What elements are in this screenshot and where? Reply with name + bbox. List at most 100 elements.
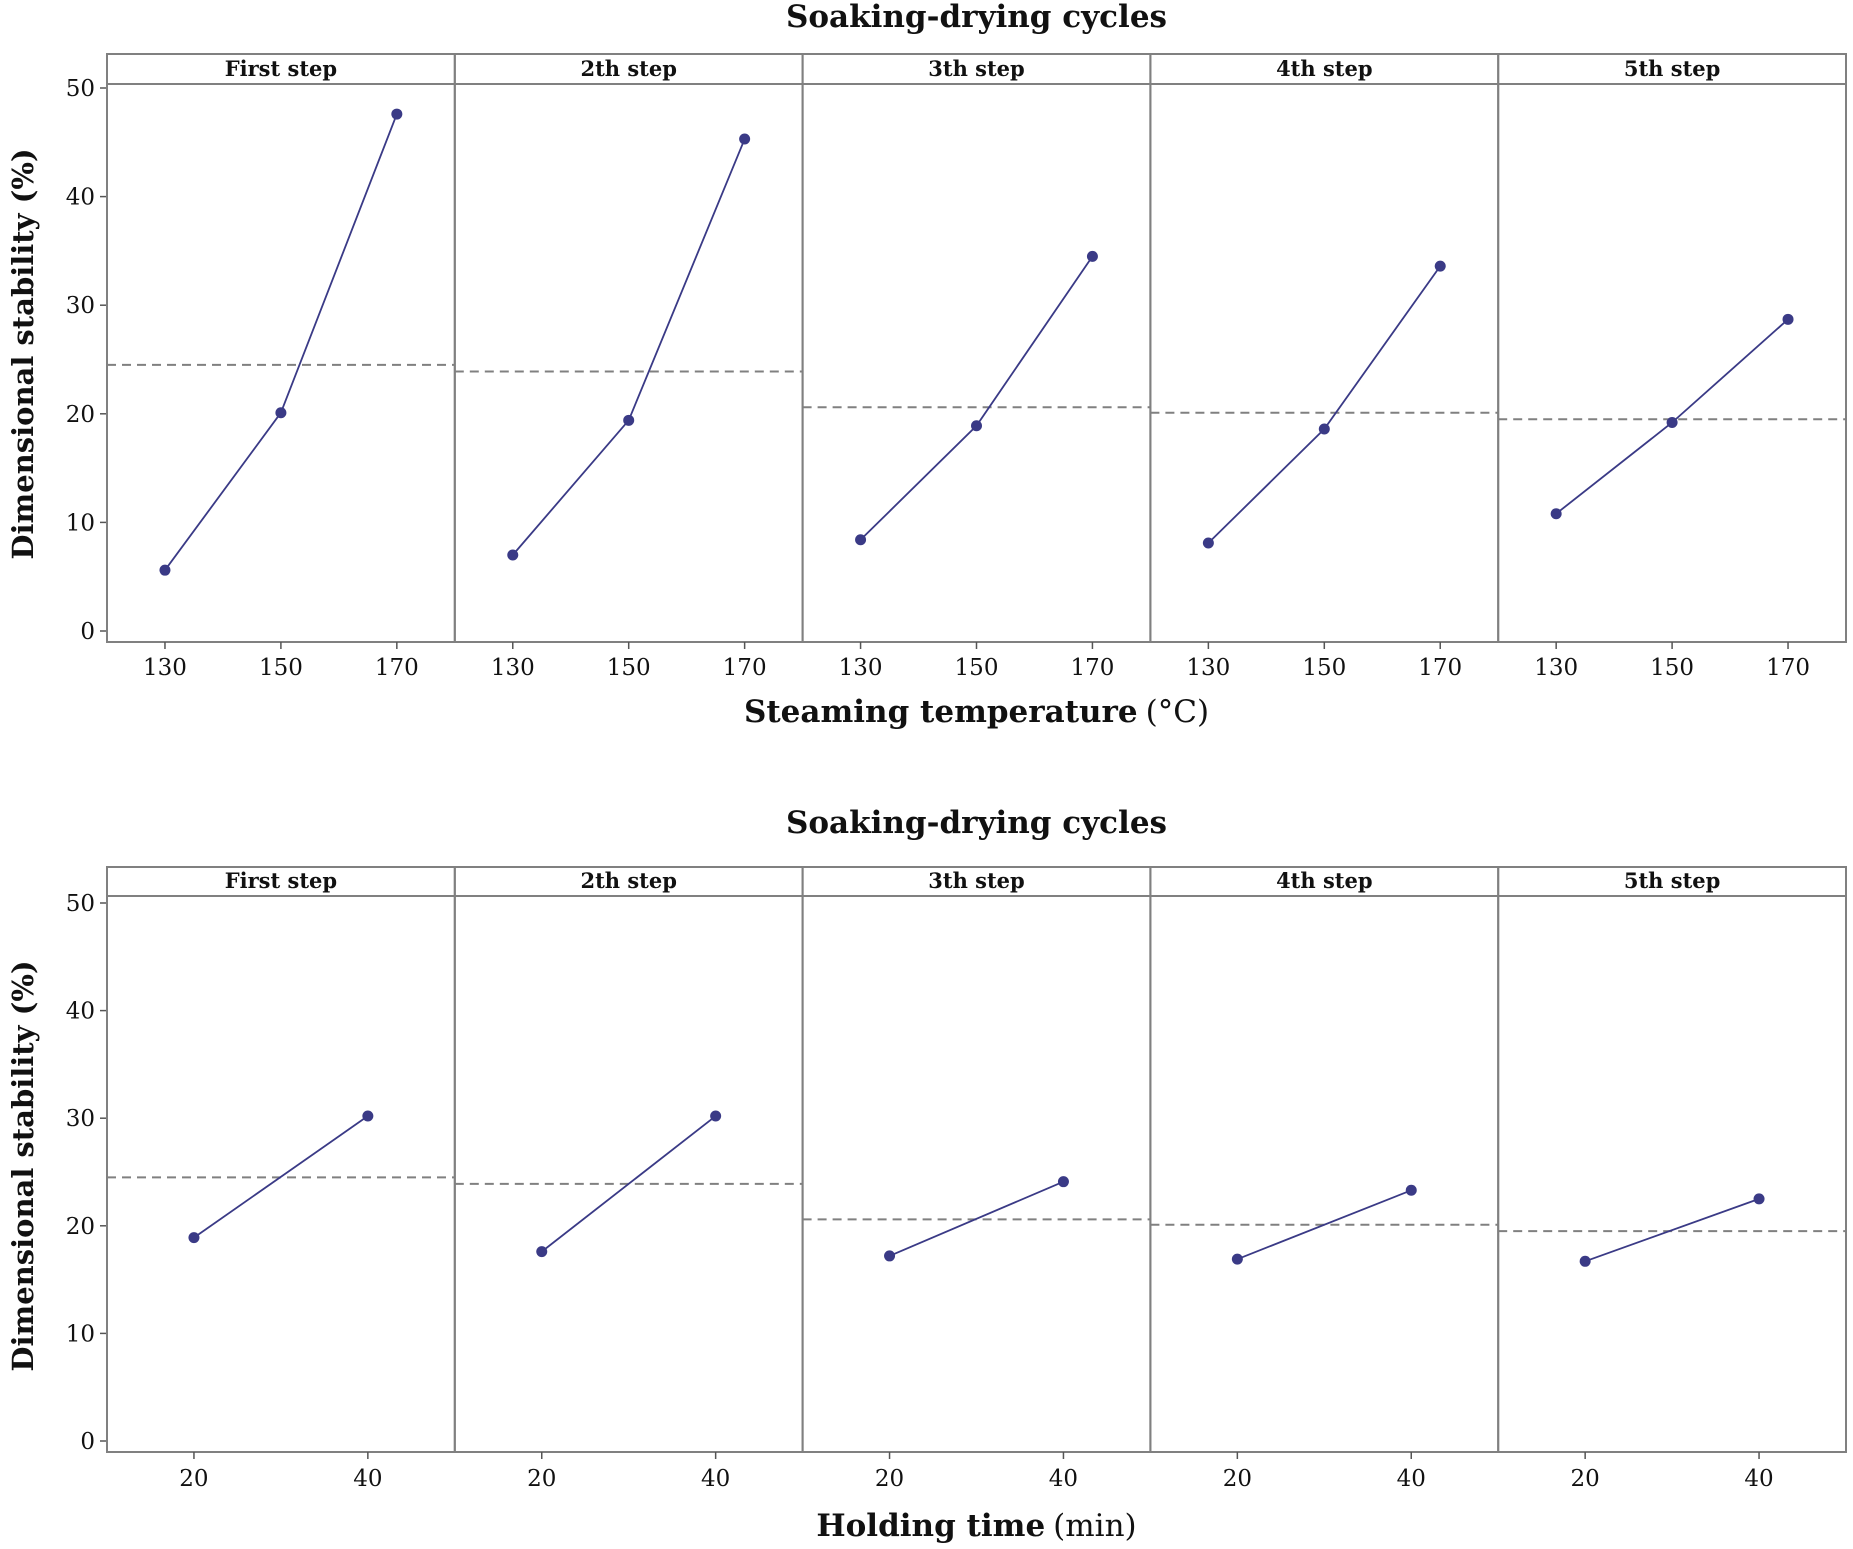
x-tick-label: 20	[1223, 1466, 1252, 1492]
panel-label: 4th step	[1276, 868, 1372, 893]
data-point	[1782, 313, 1794, 325]
data-point	[1753, 1193, 1765, 1205]
panel-label: 2th step	[580, 56, 676, 81]
y-tick-label: 0	[80, 619, 95, 645]
data-point	[536, 1246, 548, 1258]
data-point	[1550, 508, 1562, 520]
panel-frame	[1497, 53, 1847, 643]
data-point	[362, 1110, 374, 1122]
series-line	[193, 1115, 369, 1239]
x-tick-label: 170	[1070, 655, 1114, 681]
x-tick-label: 170	[1418, 655, 1462, 681]
panel-label: 5th step	[1624, 868, 1720, 893]
series-line	[1584, 1198, 1760, 1263]
x-tick-label: 130	[1534, 655, 1578, 681]
x-tick-label: 170	[1766, 655, 1810, 681]
y-tick-label: 0	[80, 1429, 95, 1455]
data-point	[971, 420, 982, 432]
data-point	[391, 108, 403, 120]
data-point	[1405, 1184, 1417, 1196]
data-point	[1231, 1253, 1243, 1265]
panel-1: First step 130 150 170	[106, 53, 456, 681]
y-tick-label: 50	[66, 891, 95, 917]
data-point	[188, 1232, 200, 1244]
x-tick-label: 150	[607, 655, 651, 681]
y-tick-label: 40	[66, 185, 95, 211]
chart-1: Soaking-drying cycles 0 10 20 30 40 50 Dimensio…	[6, 0, 1847, 730]
data-point	[710, 1110, 722, 1122]
panel-frame	[801, 866, 1152, 1453]
panel-frame	[453, 866, 804, 1453]
x-tick-label: 150	[1302, 655, 1346, 681]
panel-2: 2th step 130 150 170	[453, 53, 804, 681]
panel-label: 3th step	[928, 868, 1024, 893]
x-tick-label: 40	[701, 1466, 730, 1492]
data-point	[855, 534, 867, 546]
panel-label: First step	[225, 868, 337, 893]
chart-title: Soaking-drying cycles	[786, 0, 1167, 35]
data-point	[739, 133, 751, 145]
series-line	[512, 138, 746, 556]
x-axis-title-unit: (°C)	[1146, 694, 1209, 730]
panel-label: 2th step	[580, 868, 676, 893]
panel-4: 4th step 20 40	[1149, 866, 1500, 1492]
x-tick-label: 150	[1650, 655, 1694, 681]
y-tick-label: 10	[66, 1321, 95, 1347]
x-tick-label: 20	[875, 1466, 904, 1492]
panel-frame	[1149, 53, 1500, 643]
x-tick-label: 40	[1744, 1466, 1773, 1492]
data-point	[1579, 1255, 1591, 1267]
x-tick-label: 130	[839, 655, 883, 681]
series-line	[889, 1180, 1064, 1257]
x-axis-title-text: Steaming temperature	[744, 694, 1138, 730]
x-tick-label: 150	[955, 655, 999, 681]
panel-5: 5th step 130 150 170	[1497, 53, 1847, 681]
chart-2: Soaking-drying cycles 0 10 20 30 40 50 Dimensio…	[6, 805, 1847, 1544]
panel-label: 5th step	[1624, 56, 1720, 81]
data-point	[1318, 423, 1330, 435]
panel-label: First step	[225, 56, 337, 81]
x-tick-label: 40	[353, 1466, 382, 1492]
panel-1: First step 20 40	[106, 866, 456, 1492]
x-tick-label: 170	[723, 655, 767, 681]
y-axis-title: Dimensional stability (%)	[6, 960, 40, 1371]
panel-2: 2th step 20 40	[453, 866, 804, 1492]
y-tick-label: 30	[66, 293, 95, 319]
x-tick-label: 170	[375, 655, 419, 681]
series-line	[541, 1115, 717, 1253]
x-tick-label: 130	[143, 655, 187, 681]
x-tick-label: 130	[1186, 655, 1230, 681]
x-tick-label: 20	[1571, 1466, 1600, 1492]
x-axis-title-text: Holding time	[816, 1508, 1045, 1544]
x-tick-label: 40	[1397, 1466, 1426, 1492]
panel-frame	[106, 53, 456, 643]
y-axis-title: Dimensional stability (%)	[6, 148, 40, 559]
panel-label: 4th step	[1276, 56, 1372, 81]
panel-frame	[1497, 866, 1847, 1453]
data-point	[1086, 250, 1098, 262]
panel-3: 3th step 130 150 170	[801, 53, 1152, 681]
data-point	[507, 549, 519, 561]
series-line	[164, 113, 398, 571]
panel-frame	[1149, 866, 1500, 1453]
series-line	[1555, 318, 1789, 515]
data-point	[1434, 260, 1446, 272]
panel-label: 3th step	[928, 56, 1024, 81]
y-tick-label: 20	[66, 1214, 95, 1240]
x-axis-title: Steaming temperature (°C)	[744, 694, 1209, 730]
panel-5: 5th step 20 40	[1497, 866, 1847, 1492]
panel-frame	[106, 866, 456, 1453]
series-line	[1207, 265, 1441, 544]
panel-3: 3th step 20 40	[801, 866, 1152, 1492]
panel-frame	[801, 53, 1152, 643]
x-tick-label: 20	[527, 1466, 556, 1492]
x-tick-label: 150	[259, 655, 303, 681]
data-point	[623, 414, 635, 426]
x-axis-title-unit: (min)	[1053, 1508, 1136, 1544]
panel-frame	[453, 53, 804, 643]
data-point	[1202, 537, 1214, 549]
series-line	[1237, 1189, 1412, 1260]
x-axis-title: Holding time (min)	[816, 1508, 1136, 1544]
x-tick-label: 40	[1049, 1466, 1078, 1492]
